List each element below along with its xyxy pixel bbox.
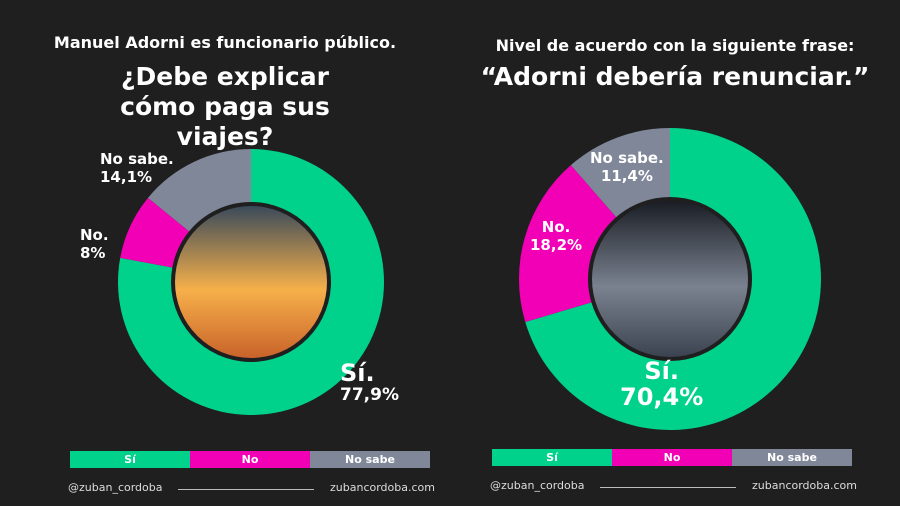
legend-no: No — [190, 451, 310, 468]
label-no: No. 8% — [80, 226, 109, 262]
center-photo — [592, 201, 748, 357]
donut-chart — [118, 149, 385, 416]
legend: Sí No No sabe — [70, 451, 430, 468]
slice-no — [120, 197, 190, 268]
footer-divider — [600, 487, 736, 488]
footer-site: zubancordoba.com — [330, 481, 435, 494]
label-si: Sí. 77,9% — [340, 359, 399, 405]
slice-no — [519, 165, 617, 323]
legend: Sí No No sabe — [492, 449, 852, 466]
slice-si — [118, 149, 385, 416]
legend-si: Sí — [70, 451, 190, 468]
label-no-sabe: No sabe. 14,1% — [100, 150, 174, 186]
footer-site: zubancordoba.com — [752, 479, 857, 492]
chart-subtitle: Manuel Adorni es funcionario público. — [53, 33, 397, 52]
slice-si — [525, 128, 821, 430]
footer-divider — [178, 489, 314, 490]
legend-no-sabe: No sabe — [732, 449, 852, 466]
legend-no: No — [612, 449, 732, 466]
label-si: Sí. 70,4% — [620, 357, 704, 411]
chart-title: “Adorni debería renunciar.” — [480, 62, 870, 91]
legend-si: Sí — [492, 449, 612, 466]
center-photo — [175, 206, 327, 358]
footer-handle: @zuban_cordoba — [490, 479, 585, 492]
donut-chart — [519, 128, 821, 430]
legend-no-sabe: No sabe — [310, 451, 430, 468]
chart-subtitle: Nivel de acuerdo con la siguiente frase: — [495, 36, 855, 55]
chart-title: ¿Debe explicar cómo paga sus viajes? — [120, 62, 330, 151]
slice-no-sabe — [147, 149, 251, 232]
label-no: No. 18,2% — [530, 218, 583, 254]
left-panel: Manuel Adorni es funcionario público. ¿D… — [53, 33, 435, 494]
footer-handle: @zuban_cordoba — [68, 481, 163, 494]
slice-no-sabe — [570, 128, 670, 218]
right-panel: Nivel de acuerdo con la siguiente frase:… — [450, 0, 900, 506]
label-no-sabe: No sabe. 11,4% — [590, 149, 664, 185]
